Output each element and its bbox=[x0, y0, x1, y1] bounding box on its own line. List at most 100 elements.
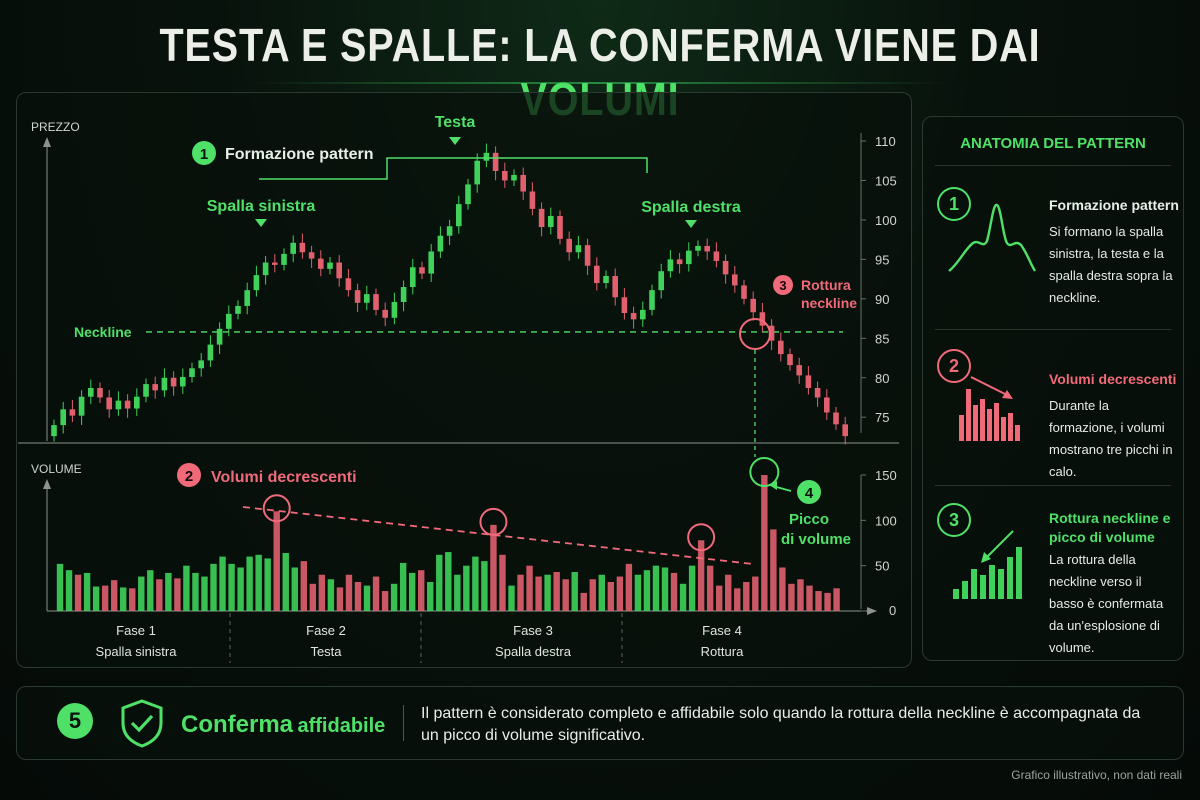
candle-body bbox=[226, 313, 232, 329]
anatomy-panel: ANATOMIA DEL PATTERN 1 Formazione patter… bbox=[922, 116, 1184, 661]
volume-y-axis-arrow bbox=[43, 479, 51, 489]
phase-4-name: Fase 4 bbox=[702, 623, 742, 638]
candle-body bbox=[805, 375, 812, 389]
footnote: Grafico illustrativo, non dati reali bbox=[1011, 768, 1182, 782]
candle-body bbox=[621, 297, 628, 314]
candle-body bbox=[428, 251, 434, 274]
volume-peak-circle-4 bbox=[749, 457, 780, 487]
candle-body bbox=[778, 340, 784, 355]
candle-body bbox=[612, 275, 618, 298]
volume-bar bbox=[327, 579, 335, 611]
price-tick-label: 90 bbox=[875, 292, 889, 307]
volume-bar bbox=[562, 579, 569, 611]
volume-peak-circle-2 bbox=[479, 507, 508, 536]
volume-bar bbox=[65, 570, 73, 611]
candle-body bbox=[787, 354, 793, 366]
candle-body bbox=[529, 191, 536, 209]
volume-bar bbox=[652, 565, 660, 611]
volume-bar bbox=[670, 572, 678, 611]
candle-body bbox=[345, 278, 352, 291]
volume-bar bbox=[824, 592, 831, 611]
volume-bar bbox=[381, 591, 389, 611]
candle-body bbox=[584, 245, 591, 266]
price-tick-label: 110 bbox=[875, 134, 896, 149]
confirmation-text: Il pattern è considerato completo e affi… bbox=[421, 705, 1141, 744]
price-ticks: 110 105 100 95 90 85 80 75 bbox=[861, 134, 897, 425]
phase-2-name: Fase 2 bbox=[306, 623, 346, 638]
badge-4-number: 4 bbox=[805, 485, 814, 502]
volume-bar bbox=[399, 562, 407, 611]
volume-bar bbox=[580, 592, 587, 611]
volume-bar bbox=[427, 581, 434, 611]
volume-bar bbox=[706, 565, 714, 611]
volume-bar bbox=[110, 580, 118, 611]
candle-body bbox=[299, 242, 306, 253]
volume-bar bbox=[201, 576, 208, 611]
right-shoulder-marker bbox=[685, 220, 697, 228]
candle-body bbox=[382, 309, 388, 318]
breakout-label-line2: neckline bbox=[801, 295, 857, 311]
candle-body bbox=[253, 275, 260, 291]
candle-body bbox=[410, 267, 416, 287]
candle-body bbox=[198, 360, 204, 369]
volume-bar bbox=[219, 556, 226, 611]
volume-bar bbox=[418, 570, 425, 611]
anatomy-badge-1: 1 bbox=[937, 187, 971, 221]
candle-body bbox=[134, 396, 140, 409]
neckline-label: Neckline bbox=[74, 324, 132, 340]
candle-body bbox=[630, 313, 637, 320]
candle-body bbox=[262, 262, 269, 276]
volume-bar bbox=[255, 554, 262, 611]
candle-body bbox=[318, 258, 324, 269]
candle-body bbox=[354, 290, 361, 303]
candle-body bbox=[244, 290, 250, 306]
volume-bar bbox=[228, 563, 235, 611]
volume-tick-label: 0 bbox=[889, 603, 896, 618]
volume-bar bbox=[246, 556, 253, 611]
volume-bar bbox=[156, 579, 163, 611]
volume-bar bbox=[833, 588, 840, 611]
volume-bar bbox=[354, 581, 362, 611]
volume-bar bbox=[734, 588, 741, 611]
confirmation-title-big: Conferma bbox=[181, 711, 294, 738]
volume-bar bbox=[210, 563, 217, 611]
volume-bar bbox=[607, 581, 615, 611]
candle-body bbox=[713, 251, 720, 261]
volume-bar bbox=[138, 576, 145, 611]
candle-body bbox=[842, 424, 848, 437]
candle-body bbox=[676, 259, 683, 265]
candle-body bbox=[483, 152, 490, 161]
volume-bar bbox=[56, 563, 64, 611]
price-y-axis-arrow bbox=[43, 137, 51, 147]
candle-body bbox=[180, 376, 186, 387]
volume-peak-pointer-head bbox=[769, 481, 777, 490]
confirmation-title: Conferma affidabile bbox=[181, 711, 385, 739]
volume-bar bbox=[616, 576, 624, 611]
candle-body bbox=[115, 400, 122, 410]
candle-body bbox=[272, 262, 278, 265]
anatomy-item-2-title: Volumi decrescenti bbox=[1049, 371, 1177, 387]
candle-body bbox=[170, 377, 177, 387]
volume-bar bbox=[174, 578, 181, 611]
volume-bar bbox=[74, 574, 82, 611]
candle-body bbox=[69, 409, 76, 416]
candle-body bbox=[207, 344, 214, 361]
volume-peak-circle-1 bbox=[262, 494, 291, 523]
title-main: TESTA E SPALLE: LA CONFERMA VIENE DAI bbox=[159, 19, 1041, 71]
phase-1-name: Fase 1 bbox=[116, 623, 156, 638]
volume-bar bbox=[445, 552, 452, 611]
candle-body bbox=[189, 368, 195, 377]
candle-body bbox=[446, 226, 453, 236]
volume-bar bbox=[535, 576, 542, 611]
volume-bar bbox=[120, 587, 127, 611]
badge-1 bbox=[192, 141, 216, 165]
candle-body bbox=[437, 235, 444, 252]
badge-3 bbox=[773, 275, 793, 295]
left-shoulder-label: Spalla sinistra bbox=[207, 198, 316, 215]
volume-bar bbox=[237, 567, 244, 611]
chart-panel: PREZZO 110 105 100 95 90 85 80 75 VOLUME 150 100… bbox=[16, 92, 912, 668]
volume-peak-label-line2: di volume bbox=[781, 531, 851, 548]
volume-bar bbox=[101, 585, 109, 611]
badge-2-number: 2 bbox=[185, 468, 193, 485]
volume-bar bbox=[282, 552, 289, 611]
